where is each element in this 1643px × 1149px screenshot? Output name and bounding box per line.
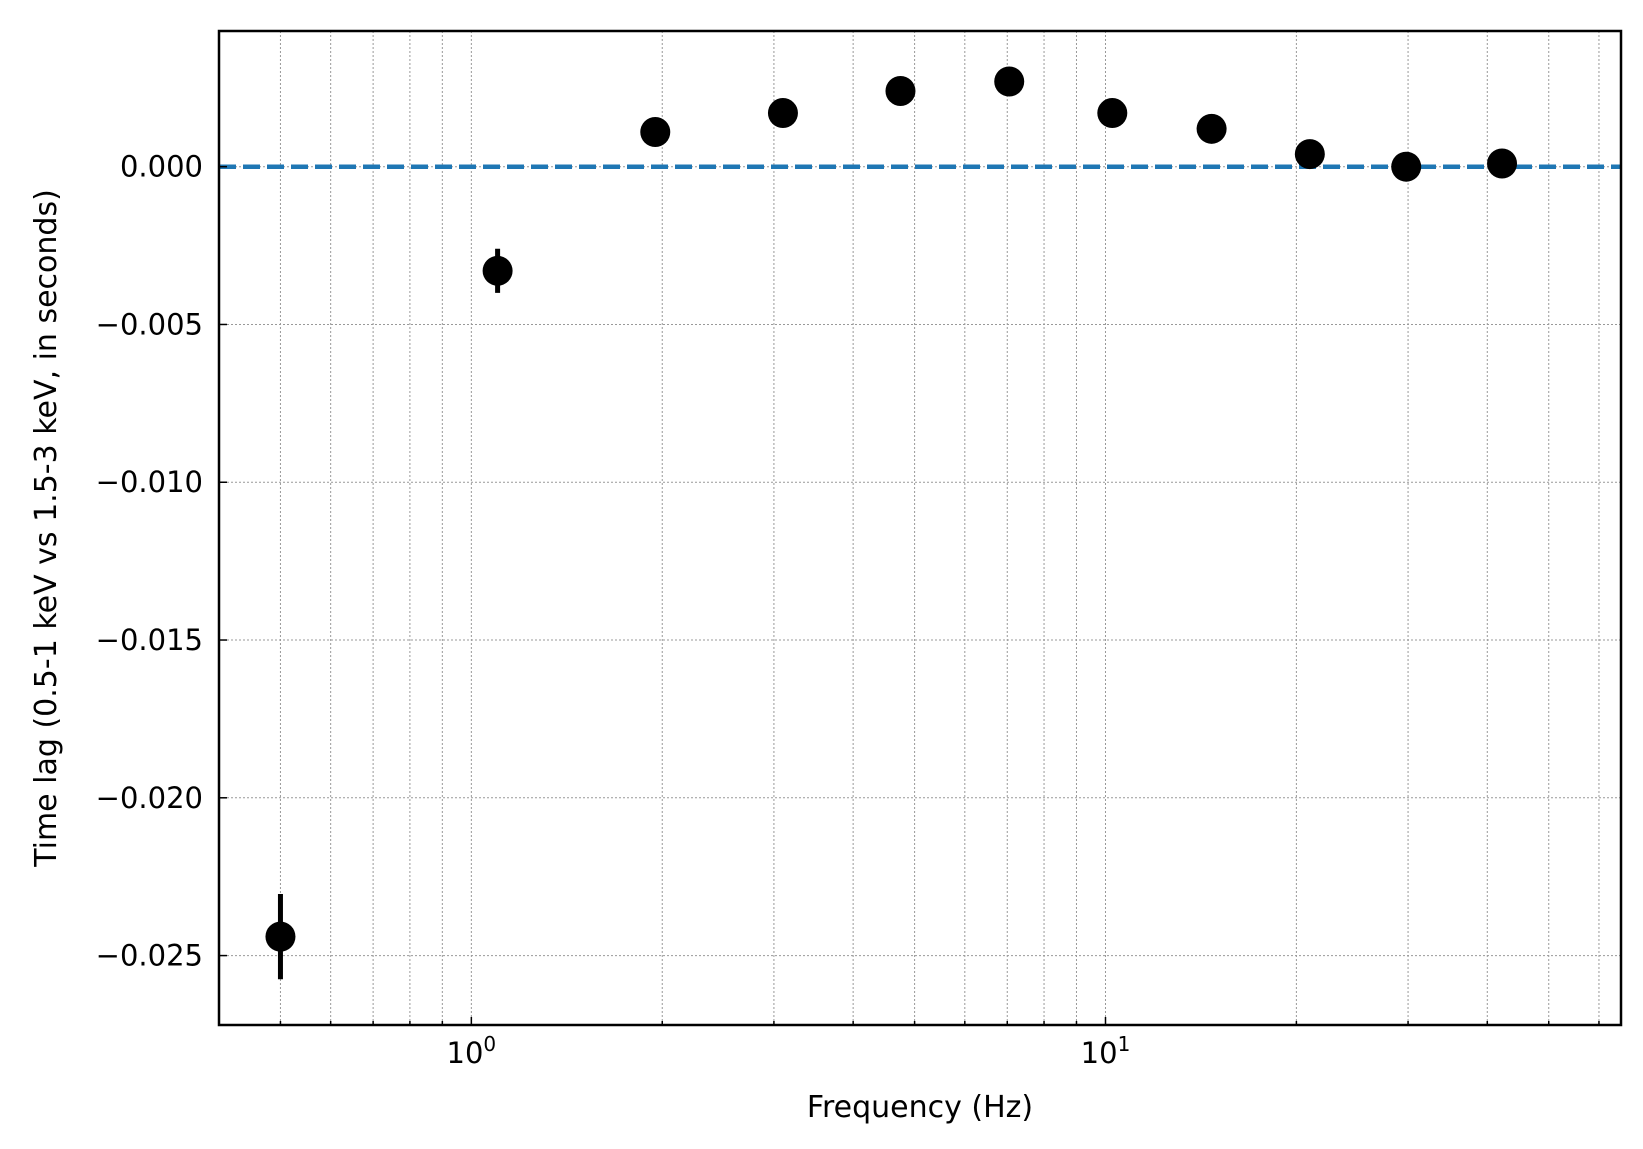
- data-point: [767, 98, 798, 129]
- data-point: [994, 66, 1025, 97]
- x-tick-label: 100: [447, 1032, 497, 1070]
- data-point: [1196, 113, 1227, 144]
- x-axis-title: Frequency (Hz): [807, 1090, 1033, 1125]
- plot-frame: [217, 29, 1623, 1027]
- y-tick-label: −0.015: [96, 623, 203, 657]
- data-point: [640, 116, 671, 147]
- data-point: [265, 921, 296, 952]
- data-point: [1097, 98, 1128, 129]
- data-point: [1391, 151, 1422, 182]
- grid: [219, 31, 1621, 1025]
- y-axis-title: Time lag (0.5-1 keV vs 1.5-3 keV, in sec…: [29, 189, 64, 868]
- data-points: [265, 66, 1518, 980]
- x-tick-label: 101: [1081, 1032, 1131, 1070]
- y-tick-label: −0.010: [96, 465, 203, 499]
- data-point: [885, 75, 916, 106]
- data-point: [1294, 139, 1325, 170]
- y-tick-label: −0.025: [96, 939, 203, 973]
- axis-ticks: 100 101 0.000 −0.005 −0.010 −0.015 −0.020 −0.02…: [96, 150, 1600, 1070]
- y-tick-label: −0.020: [96, 781, 203, 815]
- data-point: [482, 255, 513, 286]
- data-point: [1487, 148, 1518, 179]
- y-tick-label: 0.000: [120, 150, 203, 184]
- y-tick-label: −0.005: [96, 307, 203, 341]
